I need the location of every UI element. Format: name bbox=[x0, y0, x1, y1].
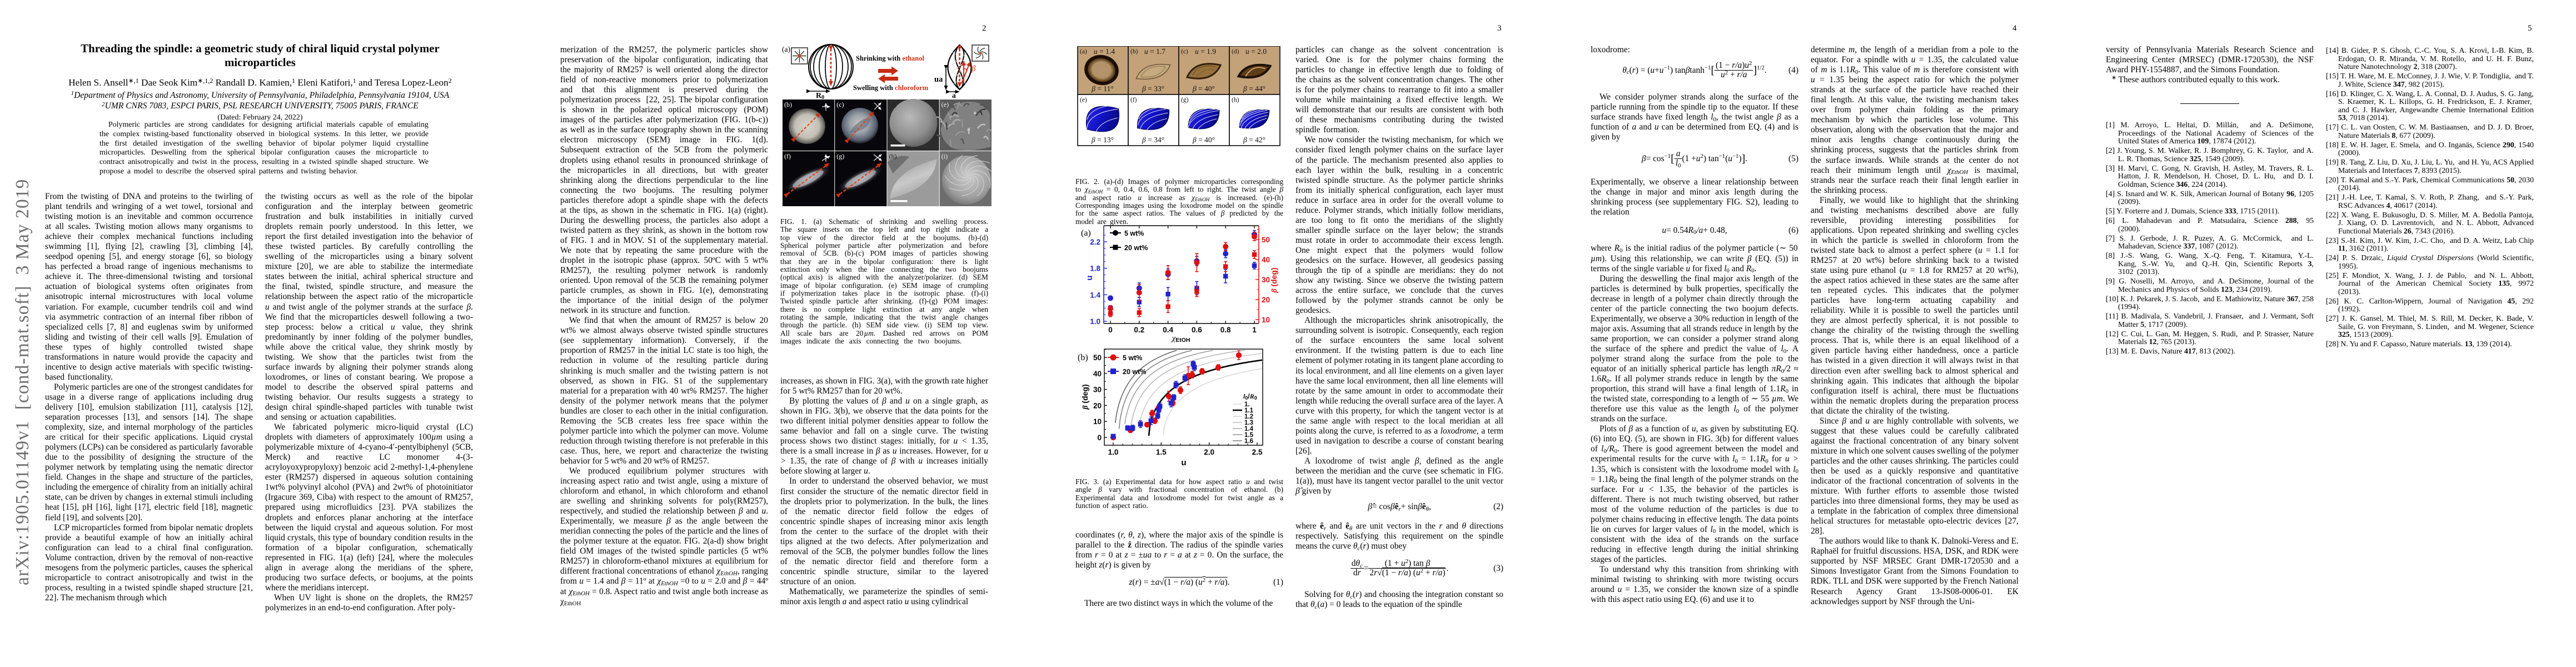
svg-text:0.4: 0.4 bbox=[1163, 326, 1173, 334]
svg-text:0.8: 0.8 bbox=[1220, 326, 1231, 334]
svg-text:1.6: 1.6 bbox=[1244, 438, 1253, 445]
svg-text:β (deg): β (deg) bbox=[1080, 384, 1090, 410]
svg-text:(c): (c) bbox=[836, 101, 844, 108]
svg-text:1.1: 1.1 bbox=[1244, 407, 1254, 414]
svg-text:1.0: 1.0 bbox=[1090, 317, 1100, 326]
svg-text:χEtOH: χEtOH bbox=[1171, 334, 1190, 344]
svg-text:(d): (d) bbox=[889, 101, 897, 108]
svg-text:β = 40°: β = 40° bbox=[1192, 136, 1215, 144]
svg-text:β = 42°: β = 42° bbox=[1243, 136, 1265, 144]
svg-text:5 wt%: 5 wt% bbox=[1123, 354, 1142, 362]
svg-text:30: 30 bbox=[1262, 276, 1270, 284]
svg-text:10: 10 bbox=[1262, 316, 1270, 324]
svg-text:(g): (g) bbox=[1181, 97, 1189, 103]
svg-text:u: u bbox=[1085, 275, 1094, 280]
svg-text:40: 40 bbox=[1262, 256, 1270, 264]
svg-text:(e): (e) bbox=[941, 101, 949, 108]
svg-text:β = 40°: β = 40° bbox=[1192, 84, 1215, 93]
svg-text:50: 50 bbox=[1262, 236, 1270, 244]
svg-text:50: 50 bbox=[1093, 354, 1102, 362]
svg-text:30: 30 bbox=[1093, 386, 1102, 394]
svg-text:(a): (a) bbox=[1080, 48, 1087, 55]
svg-text:(d): (d) bbox=[1232, 48, 1239, 55]
svg-text:0.6: 0.6 bbox=[1192, 326, 1202, 334]
svg-text:(a): (a) bbox=[782, 45, 790, 53]
svg-text:0.2: 0.2 bbox=[1134, 326, 1144, 334]
svg-text:(h): (h) bbox=[889, 152, 897, 160]
svg-text:(b): (b) bbox=[784, 101, 792, 108]
svg-text:20: 20 bbox=[1262, 296, 1270, 304]
svg-text:β = 44°: β = 44° bbox=[1243, 84, 1265, 93]
svg-text:1.0: 1.0 bbox=[1108, 448, 1119, 456]
svg-text:β = 34°: β = 34° bbox=[1142, 136, 1164, 144]
svg-text:(a): (a) bbox=[1081, 228, 1091, 238]
svg-text:(c): (c) bbox=[1181, 48, 1188, 55]
svg-text:0: 0 bbox=[1108, 326, 1113, 334]
svg-text:5 wt%: 5 wt% bbox=[1124, 230, 1144, 237]
svg-text:β = 33°: β = 33° bbox=[1142, 84, 1164, 93]
svg-text:1.: 1. bbox=[1244, 401, 1250, 408]
svg-text:1.8: 1.8 bbox=[1090, 265, 1100, 273]
svg-text:(h): (h) bbox=[1232, 97, 1239, 103]
svg-text:Shrinking with ethanol: Shrinking with ethanol bbox=[856, 54, 924, 62]
svg-text:(e): (e) bbox=[1080, 97, 1087, 103]
svg-text:20: 20 bbox=[1093, 401, 1102, 410]
svg-text:R0: R0 bbox=[816, 92, 824, 101]
svg-text:Swelling with chloroform: Swelling with chloroform bbox=[853, 84, 929, 92]
svg-text:(b): (b) bbox=[1130, 48, 1138, 55]
svg-text:(b): (b) bbox=[1078, 353, 1088, 362]
svg-text:1.2: 1.2 bbox=[1244, 414, 1253, 420]
svg-text:(g): (g) bbox=[836, 152, 844, 160]
svg-text:2.2: 2.2 bbox=[1090, 238, 1100, 246]
svg-text:(i): (i) bbox=[941, 152, 948, 160]
svg-text:β (deg): β (deg) bbox=[1269, 267, 1279, 293]
svg-text:(f): (f) bbox=[784, 152, 791, 160]
svg-text:u = 1.4: u = 1.4 bbox=[1094, 47, 1115, 56]
svg-text:1.5: 1.5 bbox=[1244, 432, 1254, 439]
svg-text:u = 1.9: u = 1.9 bbox=[1195, 47, 1216, 56]
svg-text:(f): (f) bbox=[1130, 97, 1137, 103]
svg-text:1.4: 1.4 bbox=[1090, 291, 1100, 299]
svg-text:2.0: 2.0 bbox=[1204, 448, 1214, 456]
svg-text:β = 13°: β = 13° bbox=[1091, 136, 1114, 144]
svg-text:u = 1.7: u = 1.7 bbox=[1144, 47, 1165, 56]
svg-text:u: u bbox=[1181, 458, 1186, 467]
svg-text:1: 1 bbox=[1252, 326, 1257, 334]
svg-text:1.3: 1.3 bbox=[1244, 420, 1253, 426]
svg-text:1.5: 1.5 bbox=[1156, 448, 1167, 456]
svg-text:10: 10 bbox=[1093, 417, 1102, 426]
svg-text:0: 0 bbox=[1097, 434, 1102, 442]
svg-text:l0/R0: l0/R0 bbox=[1243, 392, 1257, 401]
svg-text:β = 11°: β = 11° bbox=[1091, 84, 1114, 93]
svg-text:2.5: 2.5 bbox=[1252, 448, 1263, 456]
svg-text:a: a bbox=[952, 91, 956, 99]
svg-text:ua: ua bbox=[934, 75, 943, 84]
svg-text:u = 2.0: u = 2.0 bbox=[1245, 47, 1267, 56]
svg-text:1.4: 1.4 bbox=[1244, 426, 1254, 432]
svg-text:40: 40 bbox=[1093, 370, 1102, 378]
svg-text:β: β bbox=[971, 64, 976, 73]
svg-text:20 wt%: 20 wt% bbox=[1123, 368, 1146, 376]
svg-text:20 wt%: 20 wt% bbox=[1124, 244, 1148, 252]
